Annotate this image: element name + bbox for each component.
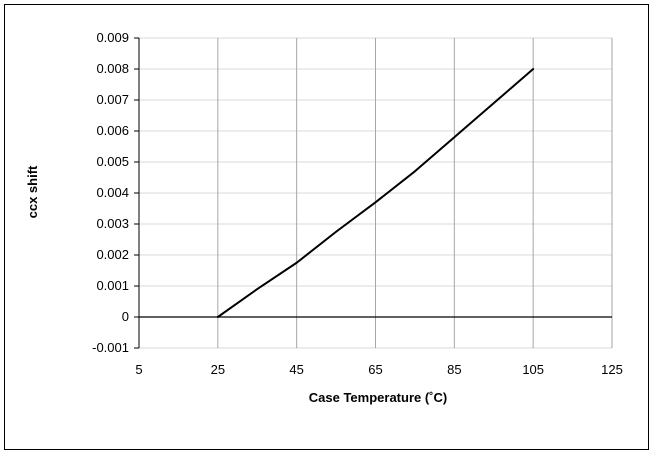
x-axis-title: Case Temperature (˚C) [309, 390, 447, 405]
x-tick-label: 45 [289, 362, 303, 377]
y-tick-label: 0.008 [96, 61, 129, 76]
x-tick-label: 85 [447, 362, 461, 377]
grid-lines [139, 37, 613, 349]
y-tick-label: 0 [122, 309, 129, 324]
line-chart: -0.001 0 0.001 0.002 0.003 0.004 0.005 0.006 0.0… [25, 30, 623, 405]
x-tick-labels: 5 25 45 65 85 105 125 [135, 362, 622, 377]
x-tick-label: 25 [211, 362, 225, 377]
y-tick-label: 0.003 [96, 216, 129, 231]
y-tick-label: 0.001 [96, 278, 129, 293]
y-tick-label: 0.006 [96, 123, 129, 138]
x-tick-label: 105 [522, 362, 544, 377]
x-tick-label: 5 [135, 362, 142, 377]
y-axis-title: ccx shift [25, 165, 40, 218]
y-tick-label: 0.009 [96, 30, 129, 45]
y-tick-label: 0.007 [96, 92, 129, 107]
y-tick-label: -0.001 [92, 340, 129, 355]
y-tick-label: 0.005 [96, 154, 129, 169]
x-tick-label: 65 [368, 362, 382, 377]
x-tick-label: 125 [601, 362, 623, 377]
y-tick-label: 0.004 [96, 185, 129, 200]
series-lines [216, 68, 535, 318]
y-tick-labels: -0.001 0 0.001 0.002 0.003 0.004 0.005 0.006 0.0… [92, 30, 129, 355]
chart-frame: -0.001 0 0.001 0.002 0.003 0.004 0.005 0.006 0.0… [4, 4, 649, 450]
series-line [216, 68, 535, 318]
y-tick-label: 0.002 [96, 247, 129, 262]
